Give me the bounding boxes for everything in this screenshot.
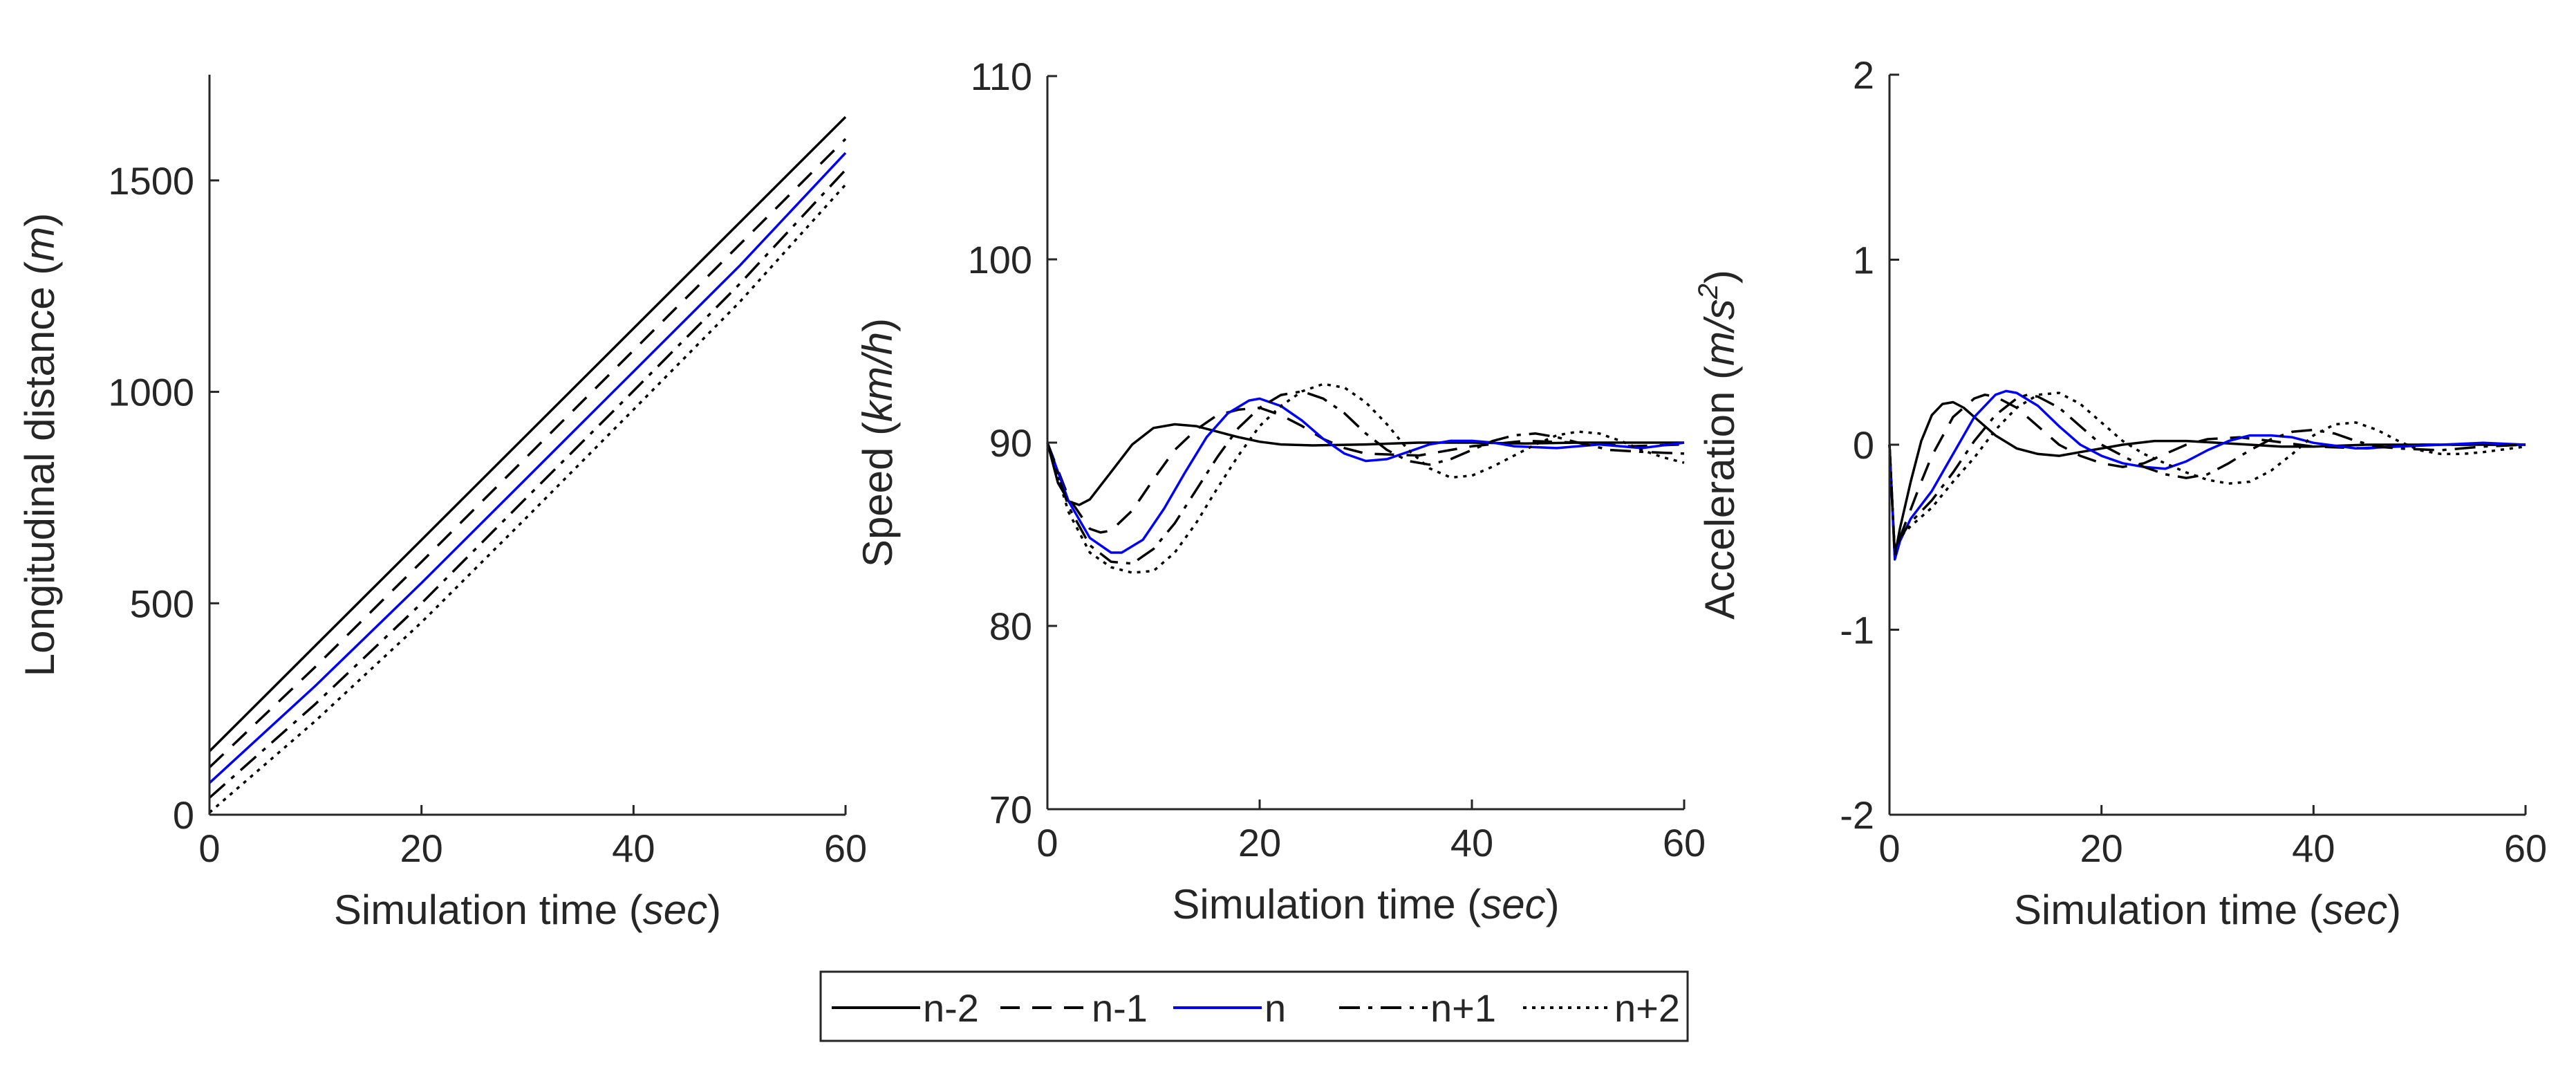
distance-x-axis-label: Simulation time (sec) [334,887,721,933]
acceleration-panel: 0 20 40 60 -2 -1 0 1 2 Simulation time (sec) Acc… [1693,53,2547,933]
legend-entries: n-2 n-1 n n+1 n+2 [832,986,1680,1030]
acceleration-x-tick-label: 20 [2080,826,2123,870]
distance-series-n+1 [208,169,847,799]
acceleration-y-tick-label: 2 [1853,53,1874,97]
acceleration-x-tick-label: 60 [2504,826,2547,870]
distance-y-tick-label: 1500 [108,159,194,203]
speed-y-tick-label: 70 [989,788,1032,831]
distance-panel: 0 20 40 60 0 500 1000 1500 Simulation time (sec… [17,75,867,933]
speed-panel: 0 20 40 60 70 80 90 100 110 Simulation time (sec… [855,55,1706,927]
acceleration-series-n-1 [1888,394,2526,557]
distance-x-tick-label: 0 [198,826,220,870]
distance-series-n-1 [208,138,847,768]
distance-plot-lines [208,115,847,814]
speed-x-tick-label: 60 [1663,821,1706,865]
acceleration-x-axis-label: Simulation time (sec) [2014,887,2401,933]
speed-x-axis-label: Simulation time (sec) [1172,881,1559,927]
legend-label-n: n [1264,986,1286,1030]
acceleration-series-n [1888,389,2526,561]
distance-x-tick-label: 40 [612,826,655,870]
speed-axes: 0 20 40 60 70 80 90 100 110 [968,55,1706,865]
legend-label-n+2: n+2 [1614,986,1680,1030]
speed-y-axis-label: Speed (km/h) [855,318,901,567]
acceleration-y-tick-label: 0 [1853,423,1874,467]
distance-y-axis-label: Longitudinal distance (m) [17,213,63,676]
speed-x-tick-label: 40 [1450,821,1493,865]
legend-label-n-2: n-2 [923,986,979,1030]
speed-series-n+1 [1046,390,1685,565]
acceleration-series-n-2 [1888,400,2526,557]
speed-y-tick-label: 80 [989,604,1032,648]
speed-plot-lines [1046,382,1685,574]
distance-y-tick-label: 1000 [108,371,194,414]
distance-x-tick-label: 20 [400,826,443,870]
speed-x-tick-label: 20 [1238,821,1281,865]
legend: n-2 n-1 n n+1 n+2 [819,970,1689,1042]
distance-y-tick-label: 500 [130,582,194,625]
acceleration-y-tick-label: 1 [1853,239,1874,282]
acceleration-plot-lines [1888,389,2526,561]
speed-y-tick-label: 110 [971,55,1032,98]
legend-label-n+1: n+1 [1430,986,1496,1030]
acceleration-y-axis-label: Acceleration (m/s2) [1693,270,1743,620]
distance-series-n+2 [208,183,847,814]
acceleration-series-n+1 [1888,394,2526,557]
acceleration-x-tick-label: 0 [1878,826,1900,870]
distance-series-n [208,151,847,784]
acceleration-x-tick-label: 40 [2292,826,2335,870]
speed-y-tick-label: 100 [968,238,1032,281]
legend-label-n-1: n-1 [1092,986,1148,1030]
speed-series-n [1046,397,1685,554]
acceleration-y-tick-label: -2 [1840,793,1874,837]
distance-x-tick-label: 60 [824,826,867,870]
speed-y-tick-label: 90 [989,421,1032,465]
distance-series-n-2 [208,115,847,752]
acceleration-y-tick-label: -1 [1840,609,1874,652]
distance-y-tick-label: 0 [173,793,194,837]
speed-x-tick-label: 0 [1036,821,1058,865]
distance-axes: 0 20 40 60 0 500 1000 1500 [108,75,867,870]
acceleration-axes: 0 20 40 60 -2 -1 0 1 2 [1840,53,2547,870]
